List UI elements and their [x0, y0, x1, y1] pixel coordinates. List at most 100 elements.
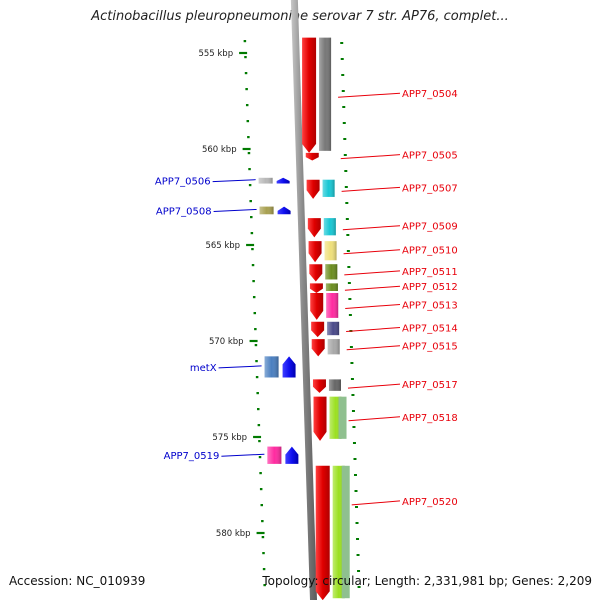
ring-dot: [261, 520, 264, 523]
ring-dot: [252, 296, 256, 299]
ring-dot: [243, 40, 247, 43]
forward-arrow[interactable]: [307, 218, 321, 238]
gene-label[interactable]: APP7_0512: [402, 282, 458, 293]
forward-arrow[interactable]: [310, 293, 324, 320]
gene-app7-0514[interactable]: [311, 321, 325, 338]
gene-app7-0509[interactable]: [307, 218, 321, 238]
gene-metx[interactable]: [282, 356, 296, 378]
scale-tick-label: 565 kbp: [205, 241, 240, 251]
gene-app7-0515[interactable]: [311, 339, 325, 357]
ring-dot: [258, 440, 261, 443]
ring-dot: [245, 88, 248, 91]
gene-label[interactable]: APP7_0518: [402, 413, 458, 424]
gene-app7-0510[interactable]: [308, 241, 322, 263]
label-leader: [218, 365, 262, 369]
forward-arrow[interactable]: [315, 465, 330, 600]
gene-label[interactable]: APP7_0509: [402, 222, 458, 233]
gene-app7-0506[interactable]: [276, 177, 290, 184]
gene-label[interactable]: APP7_0504: [402, 89, 458, 100]
forward-arrow[interactable]: [311, 339, 325, 357]
label-leader: [347, 383, 401, 389]
gene-label[interactable]: APP7_0514: [402, 323, 458, 334]
gene-app7-0518[interactable]: [313, 396, 327, 441]
gene-label[interactable]: metX: [190, 363, 217, 374]
inner-dot: [342, 122, 346, 124]
gene-app7-0513[interactable]: [310, 293, 324, 320]
ortholog-bar-shade: [325, 283, 338, 291]
ring-dot: [256, 392, 259, 395]
ring-dot: [254, 328, 257, 331]
inner-dot: [347, 266, 351, 268]
ring-dot: [244, 56, 247, 59]
gene-label[interactable]: APP7_0510: [402, 246, 458, 257]
forward-arrow[interactable]: [306, 179, 320, 199]
gene-app7-0505[interactable]: [305, 152, 319, 161]
ring-dot: [258, 456, 262, 459]
forward-arrow[interactable]: [308, 241, 322, 263]
reverse-arrow[interactable]: [276, 177, 290, 184]
inner-dot: [343, 138, 347, 140]
ring-dot: [259, 472, 262, 475]
ring-dot: [254, 344, 258, 347]
inner-dot: [341, 90, 345, 92]
inner-dot: [340, 42, 344, 44]
ortholog-bar-shade: [267, 446, 282, 464]
inner-dot: [346, 234, 350, 236]
label-leader: [351, 500, 401, 506]
gene-label[interactable]: APP7_0506: [155, 177, 211, 188]
ring-dot: [248, 184, 252, 187]
inner-dot: [350, 362, 354, 364]
label-leader: [212, 179, 256, 183]
inner-dot: [354, 490, 358, 492]
ring-dot: [255, 376, 259, 379]
forward-arrow[interactable]: [309, 264, 323, 282]
forward-arrow[interactable]: [302, 37, 317, 153]
gene-label[interactable]: APP7_0507: [402, 183, 458, 194]
inner-dot: [349, 346, 353, 348]
ring-dot: [252, 280, 255, 283]
reverse-arrow[interactable]: [285, 446, 299, 464]
label-leader: [213, 208, 257, 212]
label-leader: [221, 453, 265, 457]
forward-arrow[interactable]: [311, 321, 325, 338]
forward-arrow[interactable]: [305, 152, 319, 161]
reverse-arrow[interactable]: [277, 206, 291, 215]
gene-label[interactable]: APP7_0505: [402, 151, 458, 162]
gene-label[interactable]: APP7_0520: [402, 497, 458, 508]
ortholog-bar-shade: [322, 179, 335, 197]
gene-label[interactable]: APP7_0515: [402, 342, 458, 353]
gene-label[interactable]: APP7_0511: [402, 267, 458, 278]
ring-dot: [248, 168, 251, 171]
gene-app7-0504[interactable]: [302, 37, 317, 153]
gene-app7-0512[interactable]: [309, 283, 323, 293]
gene-label[interactable]: APP7_0513: [402, 300, 458, 311]
forward-arrow[interactable]: [313, 396, 327, 441]
inner-dot: [340, 58, 344, 60]
gene-label[interactable]: APP7_0508: [156, 206, 212, 217]
gene-app7-0511[interactable]: [309, 264, 323, 282]
gene-app7-0507[interactable]: [306, 179, 320, 199]
ortholog-bar-secondary: [338, 396, 347, 439]
inner-dot: [345, 202, 349, 204]
gene-app7-0517[interactable]: [312, 379, 326, 393]
scale-tick-label: 560 kbp: [202, 145, 237, 155]
ring-dot: [249, 200, 252, 203]
ring-dot: [250, 216, 253, 219]
ring-dot: [257, 408, 260, 411]
scale-tick-label: 570 kbp: [209, 337, 244, 347]
reverse-arrow[interactable]: [282, 356, 296, 378]
gene-app7-0508[interactable]: [277, 206, 291, 215]
forward-arrow[interactable]: [312, 379, 326, 393]
forward-arrow[interactable]: [309, 283, 323, 293]
gene-label[interactable]: APP7_0519: [164, 451, 220, 462]
inner-dot: [352, 426, 356, 428]
ortholog-bar-shade: [327, 339, 340, 355]
ortholog-bar-shade: [258, 177, 273, 184]
gene-app7-0519[interactable]: [285, 446, 299, 464]
inner-dot: [343, 154, 347, 156]
gene-app7-0520[interactable]: [315, 465, 330, 600]
ortholog-bar-shade: [326, 293, 339, 318]
gene-label[interactable]: APP7_0517: [402, 380, 458, 391]
ring-dot: [262, 552, 265, 555]
